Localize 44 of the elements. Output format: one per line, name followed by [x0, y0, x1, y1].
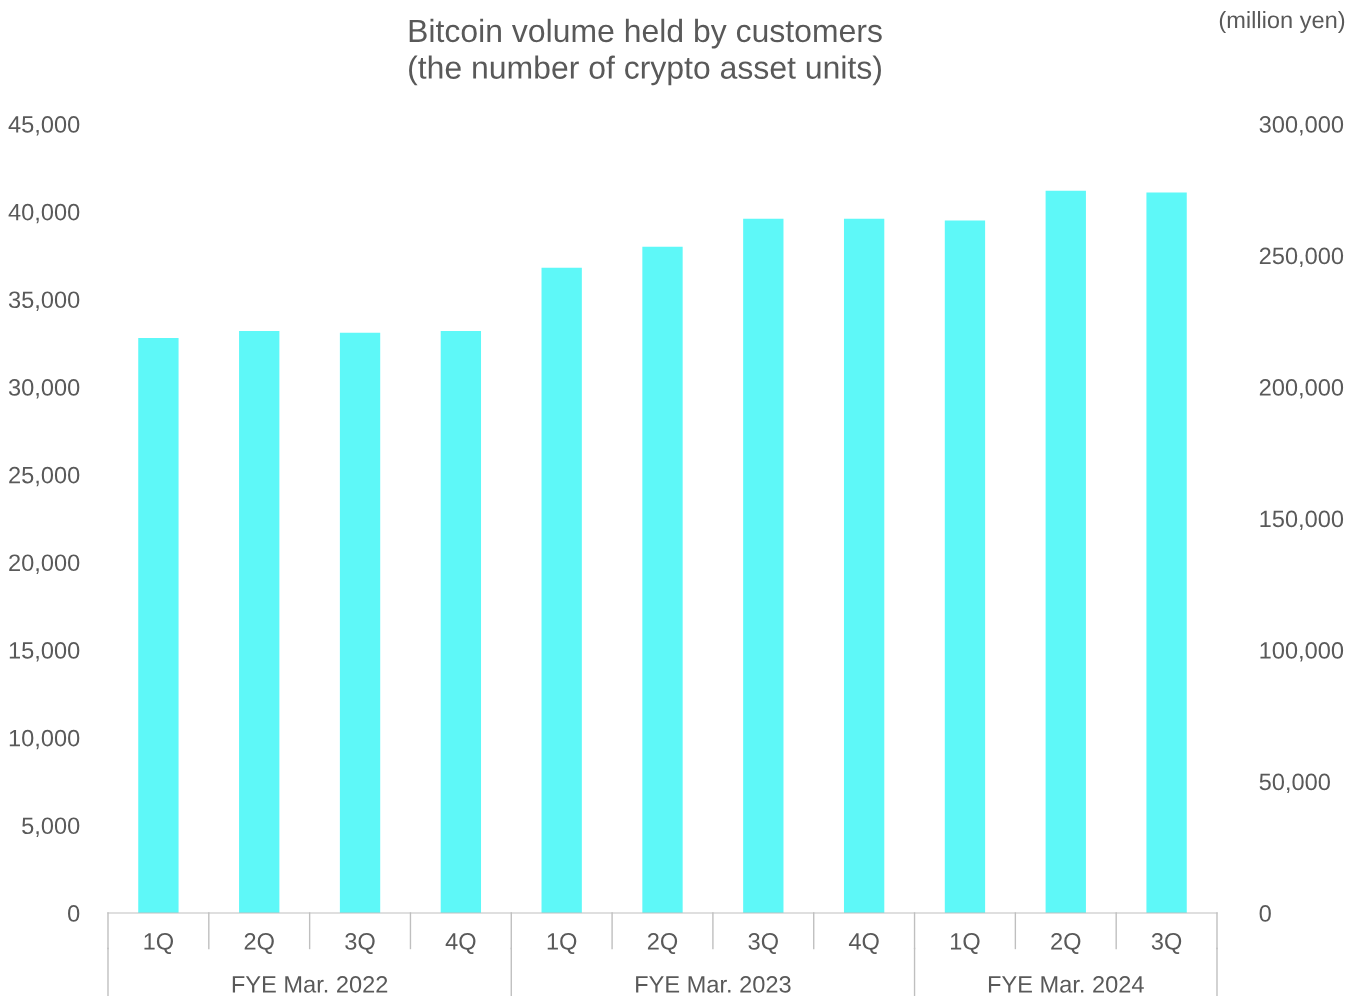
x-tick-label: 2Q — [647, 933, 678, 955]
y2-axis-title: (million yen) — [1219, 11, 1345, 34]
text: FYE Mar. 2024 — [988, 976, 1144, 993]
y-tick-label: 40,000 — [8, 203, 80, 224]
y2-tick-label: 150,000 — [1260, 510, 1344, 531]
bar — [541, 267, 582, 913]
x-tick-label: 1Q — [951, 933, 980, 955]
bar — [1146, 192, 1187, 913]
x-tick-label: 1Q — [144, 933, 174, 955]
x-tick-label: 4Q — [445, 933, 476, 955]
chart-title: Bitcoin volume held by customers (the number of crypto asset units) — [409, 18, 882, 86]
bar — [743, 218, 784, 913]
x-tick-label: 3Q — [1151, 933, 1182, 955]
bar — [1045, 190, 1086, 913]
y2-tick-label: 0 — [1259, 905, 1271, 922]
y-tick-label: 30,000 — [8, 379, 80, 399]
x-tick-label: 2Q — [1051, 933, 1081, 955]
x-tick-label: 3Q — [345, 933, 375, 955]
y-tick-label: 20,000 — [9, 554, 80, 574]
y-tick-label: 25,000 — [9, 466, 80, 487]
y2-tick-label: 300,000 — [1259, 116, 1344, 136]
bar — [138, 337, 179, 913]
y2-tick-label: 200,000 — [1259, 379, 1344, 399]
bar — [239, 330, 280, 913]
x-tick-label: 4Q — [848, 933, 879, 955]
bar — [944, 220, 986, 913]
y2-tick-label: 50,000 — [1259, 773, 1330, 794]
y-tick-label: 10,000 — [9, 729, 80, 750]
bar — [339, 332, 381, 913]
bar — [843, 218, 885, 913]
bar — [642, 246, 683, 913]
text: FYE Mar. 2023 — [636, 976, 791, 993]
x-tick-label: 2Q — [244, 933, 274, 955]
y-tick-label: 15,000 — [9, 642, 80, 662]
y-tick-label: 5,000 — [22, 817, 80, 837]
y-tick-label: 35,000 — [8, 291, 80, 311]
x-tick-label: 3Q — [748, 933, 778, 955]
x-tick-label: 1Q — [547, 933, 577, 955]
y2-tick-label: 250,000 — [1259, 247, 1344, 268]
y-tick-label: 45,000 — [8, 116, 80, 136]
y-tick-label: 0 — [68, 905, 80, 922]
text: FYE Mar. 2022 — [232, 976, 388, 993]
bar — [440, 330, 482, 913]
y2-tick-label: 100,000 — [1260, 642, 1344, 662]
